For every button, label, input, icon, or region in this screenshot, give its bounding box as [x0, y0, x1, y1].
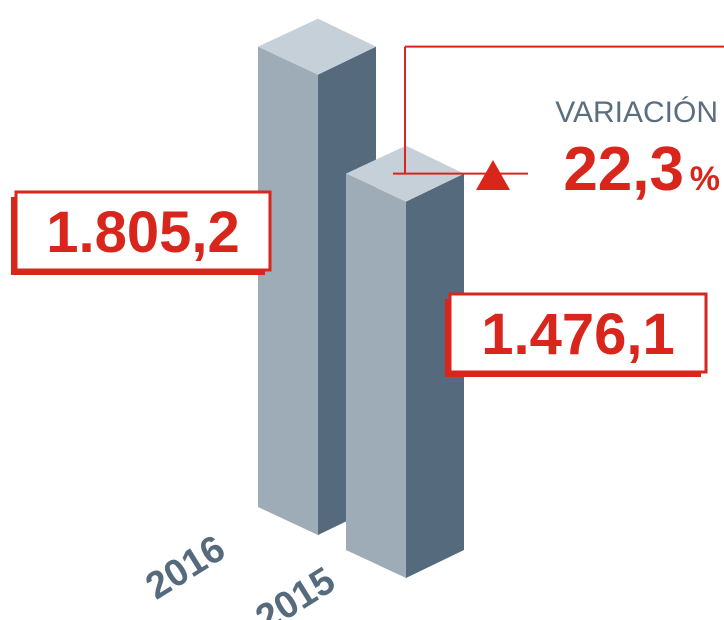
up-triangle: [476, 160, 510, 190]
category-label: 2016: [139, 528, 233, 608]
bar-top: [258, 18, 376, 75]
bar-front: [346, 173, 406, 579]
annotation-unit: %: [690, 160, 720, 198]
value-label: 1.476,1: [481, 302, 675, 367]
bar-side: [406, 173, 464, 579]
annotation-value-group: 22,3 %: [476, 135, 720, 204]
annotation-label: VARIACIÓN: [555, 96, 718, 129]
label-box: [14, 190, 272, 272]
annotation-value: 22,3: [563, 135, 684, 204]
bar-3d: [346, 145, 464, 579]
value-label: 1.805,2: [46, 200, 240, 265]
label-box: [448, 292, 708, 374]
bar-front: [258, 46, 318, 535]
category-label: 2015: [249, 560, 343, 620]
